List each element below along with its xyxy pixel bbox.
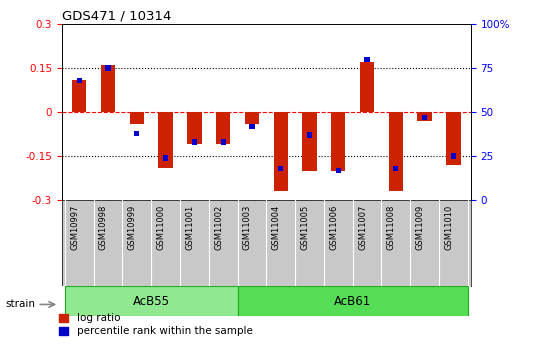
Text: GSM10997: GSM10997 (70, 204, 79, 250)
Bar (307, 132, 312, 138)
Text: GSM11007: GSM11007 (358, 204, 367, 250)
Text: AcB55: AcB55 (133, 295, 169, 307)
Bar (76, 78, 82, 83)
Text: GSM10999: GSM10999 (128, 204, 137, 250)
Text: GSM11010: GSM11010 (444, 204, 454, 250)
Text: GSM11003: GSM11003 (243, 204, 252, 250)
Text: AcB61: AcB61 (334, 295, 371, 307)
Text: GSM11001: GSM11001 (185, 204, 194, 250)
Text: GSM11000: GSM11000 (157, 204, 166, 250)
Bar (192, 139, 197, 145)
Bar (216, 112, 230, 144)
Text: GSM11004: GSM11004 (272, 204, 281, 250)
Bar (302, 112, 317, 171)
Bar (65, 286, 237, 316)
Bar (245, 112, 259, 124)
Bar (388, 112, 403, 191)
Text: GSM11006: GSM11006 (329, 204, 338, 250)
Text: GSM11002: GSM11002 (214, 204, 223, 250)
Bar (365, 57, 370, 62)
Text: GDS471 / 10314: GDS471 / 10314 (62, 10, 171, 23)
Bar (101, 65, 115, 112)
Legend: log ratio, percentile rank within the sample: log ratio, percentile rank within the sa… (59, 313, 253, 336)
Bar (422, 115, 427, 120)
Bar (72, 80, 86, 112)
Bar (336, 168, 341, 173)
Bar (273, 112, 288, 191)
Bar (417, 112, 432, 121)
Text: GSM11005: GSM11005 (301, 204, 309, 250)
Bar (237, 286, 468, 316)
Bar (451, 154, 456, 159)
Text: strain: strain (5, 299, 36, 309)
Bar (447, 112, 461, 165)
Bar (221, 139, 226, 145)
Bar (158, 112, 173, 168)
Bar (163, 155, 168, 160)
Bar (278, 166, 284, 171)
Text: GSM11008: GSM11008 (387, 204, 396, 250)
Bar (393, 166, 399, 171)
Bar (130, 112, 144, 124)
Bar (360, 62, 374, 112)
Text: GSM10998: GSM10998 (99, 204, 108, 250)
Bar (105, 66, 110, 71)
Bar (187, 112, 202, 144)
Bar (134, 131, 139, 136)
Text: GSM11009: GSM11009 (416, 204, 424, 250)
Bar (331, 112, 345, 171)
Bar (249, 124, 254, 129)
